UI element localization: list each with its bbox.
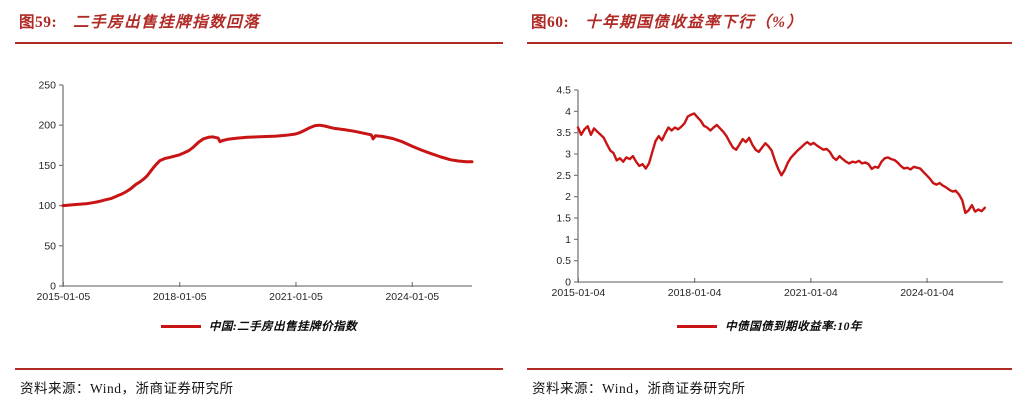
svg-text:2021-01-04: 2021-01-04 <box>784 287 838 299</box>
figure-60-title: 十年期国债收益率下行（%） <box>585 14 804 31</box>
svg-text:2021-01-05: 2021-01-05 <box>269 291 323 303</box>
figure-60-source-note: 资料来源：Wind，浙商证券研究所 <box>532 381 746 396</box>
svg-text:0: 0 <box>565 277 571 289</box>
svg-text:3.5: 3.5 <box>556 127 571 139</box>
figure-60-bottom-rule <box>527 368 1012 370</box>
figure-59-bottom-rule <box>15 368 503 370</box>
svg-text:2024-01-04: 2024-01-04 <box>900 287 954 299</box>
svg-text:0: 0 <box>50 281 56 293</box>
figure-59-panel: 图59: 二手房出售挂牌指数回落 0 50 100 150 200 250 2015-01-0… <box>15 0 503 403</box>
figure-59-legend: 中国:二手房出售挂牌价指数 <box>15 318 503 334</box>
figure-60-legend-line-swatch <box>677 324 718 328</box>
svg-text:150: 150 <box>38 160 56 172</box>
svg-text:2.5: 2.5 <box>556 170 571 182</box>
svg-text:2015-01-04: 2015-01-04 <box>552 287 606 299</box>
figure-59-source-note: 资料来源：Wind，浙商证券研究所 <box>20 381 234 396</box>
figure-60-legend-label: 中债国债到期收益率:10年 <box>725 321 862 333</box>
figure-59-line-chart: 0 50 100 150 200 250 2015-01-05 2018-01-05 2021-… <box>37 80 474 303</box>
svg-text:4.5: 4.5 <box>556 85 571 97</box>
svg-text:1: 1 <box>565 234 571 246</box>
figure-59-legend-line-swatch <box>160 324 201 328</box>
figure-59-number-label: 图59: <box>19 14 58 31</box>
svg-text:100: 100 <box>38 200 56 212</box>
figure-60-number-label: 图60: <box>531 14 570 31</box>
figure-59-title: 二手房出售挂牌指数回落 <box>73 14 261 31</box>
figure-59-title-rule <box>15 42 503 44</box>
svg-text:2018-01-04: 2018-01-04 <box>668 287 722 299</box>
svg-text:2: 2 <box>565 191 571 203</box>
svg-text:0.5: 0.5 <box>556 255 571 267</box>
svg-text:1.5: 1.5 <box>556 213 571 225</box>
svg-text:3: 3 <box>565 149 571 161</box>
figure-60-legend: 中债国债到期收益率:10年 <box>527 318 1012 334</box>
figure-60-title-rule <box>527 42 1012 44</box>
svg-text:250: 250 <box>38 80 56 92</box>
svg-text:4: 4 <box>565 106 571 118</box>
svg-text:50: 50 <box>44 240 56 252</box>
figure-60-title-row: 图60: 十年期国债收益率下行（%） <box>531 10 1012 32</box>
figure-59-legend-label: 中国:二手房出售挂牌价指数 <box>208 321 358 333</box>
figure-60-line-chart: 0 0.5 1 1.5 2 2.5 3 3.5 4 4.5 2015-01-04 2018-01-04… <box>552 85 1003 299</box>
svg-text:2024-01-05: 2024-01-05 <box>385 291 439 303</box>
figure-59-title-row: 图59: 二手房出售挂牌指数回落 <box>19 10 503 32</box>
figure-60-panel: 图60: 十年期国债收益率下行（%） 0 0.5 1 1.5 2 2.5 3 3.5 4 4.5 20… <box>527 0 1012 403</box>
svg-text:2015-01-05: 2015-01-05 <box>37 291 91 303</box>
svg-text:2018-01-05: 2018-01-05 <box>153 291 207 303</box>
svg-text:200: 200 <box>38 120 56 132</box>
